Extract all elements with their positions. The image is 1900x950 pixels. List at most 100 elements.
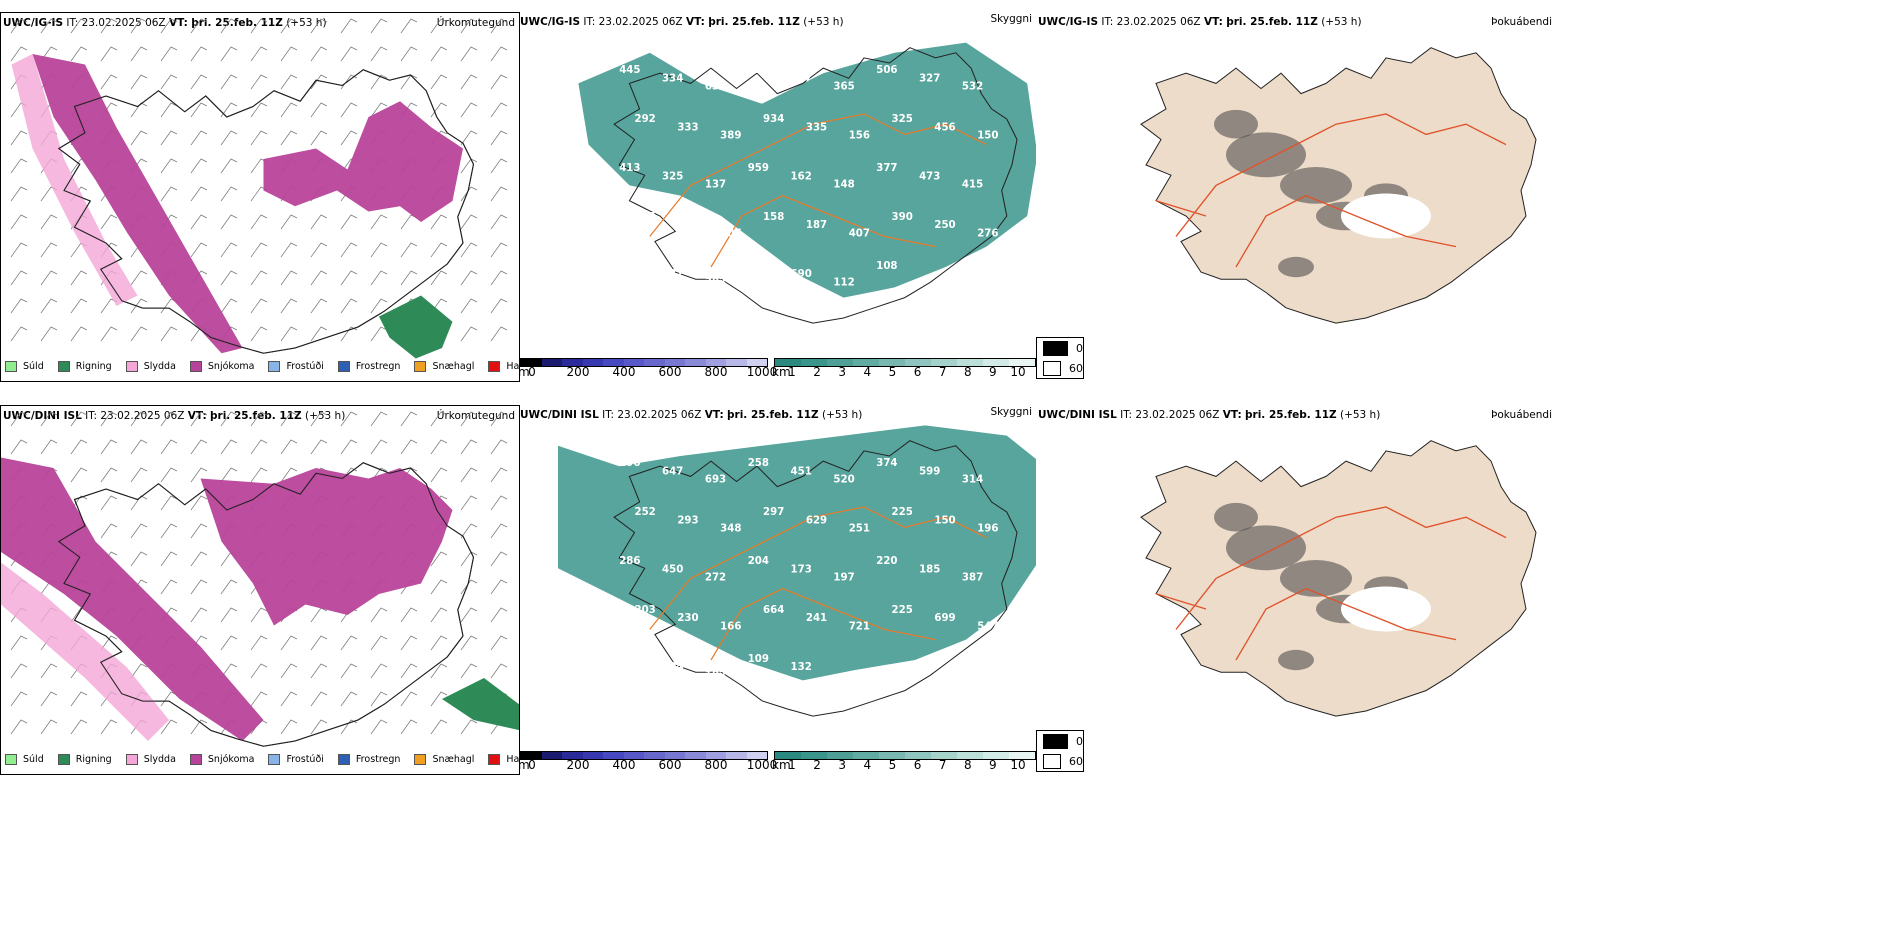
wind-barb <box>310 242 328 258</box>
wind-barb <box>190 551 208 567</box>
wind-barb <box>40 439 58 455</box>
wind-barb <box>160 46 178 62</box>
colorbar-step <box>603 752 624 759</box>
lead-time: (+53 h) <box>803 16 844 28</box>
legend-label: Snjókoma <box>207 361 255 372</box>
it-label: IT: <box>1120 409 1133 421</box>
colorbar-step <box>541 359 562 366</box>
wind-barb <box>490 298 508 314</box>
precip-panel-bottom: UWC/DINI ISL IT: 23.02.2025 06Z VT: þri.… <box>0 405 520 775</box>
wind-barb <box>160 18 178 34</box>
visibility-label: 258 <box>748 458 769 469</box>
visibility-label: 389 <box>720 130 741 141</box>
wind-barb <box>490 186 508 202</box>
visibility-label: 132 <box>791 662 812 673</box>
colorbar-step <box>905 752 931 759</box>
wind-barb <box>460 439 478 455</box>
fog-area <box>1226 132 1306 178</box>
wind-barb <box>190 523 208 539</box>
visibility-label: 664 <box>763 605 784 616</box>
wind-barb <box>10 411 28 427</box>
colorbar-tick-label: 800 <box>704 365 728 379</box>
visibility-label: 456 <box>934 122 955 133</box>
colorbar-tick-label: 8 <box>963 758 972 772</box>
colorbar-step <box>1009 752 1035 759</box>
colorbar-step <box>931 359 957 366</box>
visibility-map-bottom: 296 647 693 258 451 520 374 599 314 252 293 348 297 6… <box>558 425 1036 717</box>
wind-barb <box>100 18 118 34</box>
rain-area <box>378 295 453 359</box>
panel-name: Skyggni <box>990 406 1033 418</box>
wind-barb <box>160 326 178 342</box>
visibility-label: 251 <box>849 523 870 534</box>
wind-barb <box>40 298 58 314</box>
wind-barb <box>340 439 358 455</box>
legend-label: Frostregn <box>355 361 401 372</box>
visibility-label: 387 <box>962 572 983 583</box>
wind-barb <box>190 719 208 735</box>
colorbar-tick-label: 6 <box>913 365 922 379</box>
wind-barb <box>10 18 28 34</box>
fog-area <box>1280 167 1352 204</box>
wind-barb <box>70 719 88 735</box>
visibility-label: 348 <box>720 523 741 534</box>
legend-item: Rigning <box>57 361 112 372</box>
colorbar-step <box>983 752 1009 759</box>
wind-barb <box>460 242 478 258</box>
panel-title: UWC/IG-IS IT: 23.02.2025 06Z VT: þri. 25… <box>1038 16 1362 28</box>
wind-barb <box>160 495 178 511</box>
wind-barb <box>400 663 418 679</box>
wind-barb <box>430 551 448 567</box>
wind-barb <box>220 46 238 62</box>
fog-area <box>1278 649 1314 671</box>
wind-barb <box>250 214 268 230</box>
visibility-label: 112 <box>833 277 854 288</box>
wind-barb <box>40 411 58 427</box>
fog-legend: 0 60 <box>1036 337 1084 379</box>
wind-barb <box>280 214 298 230</box>
visibility-label: 956 <box>748 65 769 76</box>
wind-barb <box>190 242 208 258</box>
wind-barb <box>100 46 118 62</box>
visibility-label: 225 <box>892 605 913 616</box>
wind-barb <box>160 439 178 455</box>
wind-barb <box>130 663 148 679</box>
legend-swatch <box>57 754 70 765</box>
wind-barb <box>340 298 358 314</box>
visibility-label: 637 <box>705 82 726 93</box>
wind-barb <box>490 102 508 118</box>
colorbar-tick-label: 200 <box>566 758 590 772</box>
legend-swatch <box>125 754 138 765</box>
wind-barb <box>10 46 28 62</box>
visibility-label: 629 <box>806 515 827 526</box>
colorbar-step <box>827 752 853 759</box>
wind-barb <box>190 214 208 230</box>
legend-item: Snæhagl <box>414 754 474 765</box>
visibility-label: 230 <box>677 613 698 624</box>
visibility-label: 377 <box>876 163 897 174</box>
wind-barb <box>370 326 388 342</box>
wind-barb <box>130 102 148 118</box>
wind-barb <box>250 439 268 455</box>
fog-legend-row: 60 <box>1037 751 1083 771</box>
wind-barb <box>490 158 508 174</box>
wind-barb <box>250 663 268 679</box>
visibility-label: 473 <box>919 171 940 182</box>
legend-item: Frostregn <box>337 754 400 765</box>
colorbar-step <box>827 359 853 366</box>
wind-barb <box>160 719 178 735</box>
wind-barb <box>190 74 208 90</box>
wind-barb <box>490 270 508 286</box>
colorbar-tick-label: 0 <box>528 758 536 772</box>
fog-area <box>1278 256 1314 278</box>
visibility-label: 204 <box>662 662 683 673</box>
wind-barb <box>340 411 358 427</box>
sleet-area <box>1 562 169 741</box>
wind-barb <box>370 102 388 118</box>
wind-barb <box>220 467 238 483</box>
wind-barb <box>490 635 508 651</box>
visibility-label: 335 <box>806 122 827 133</box>
visibility-label: 220 <box>876 556 897 567</box>
wind-barb <box>460 18 478 34</box>
colorbar-step <box>853 359 879 366</box>
